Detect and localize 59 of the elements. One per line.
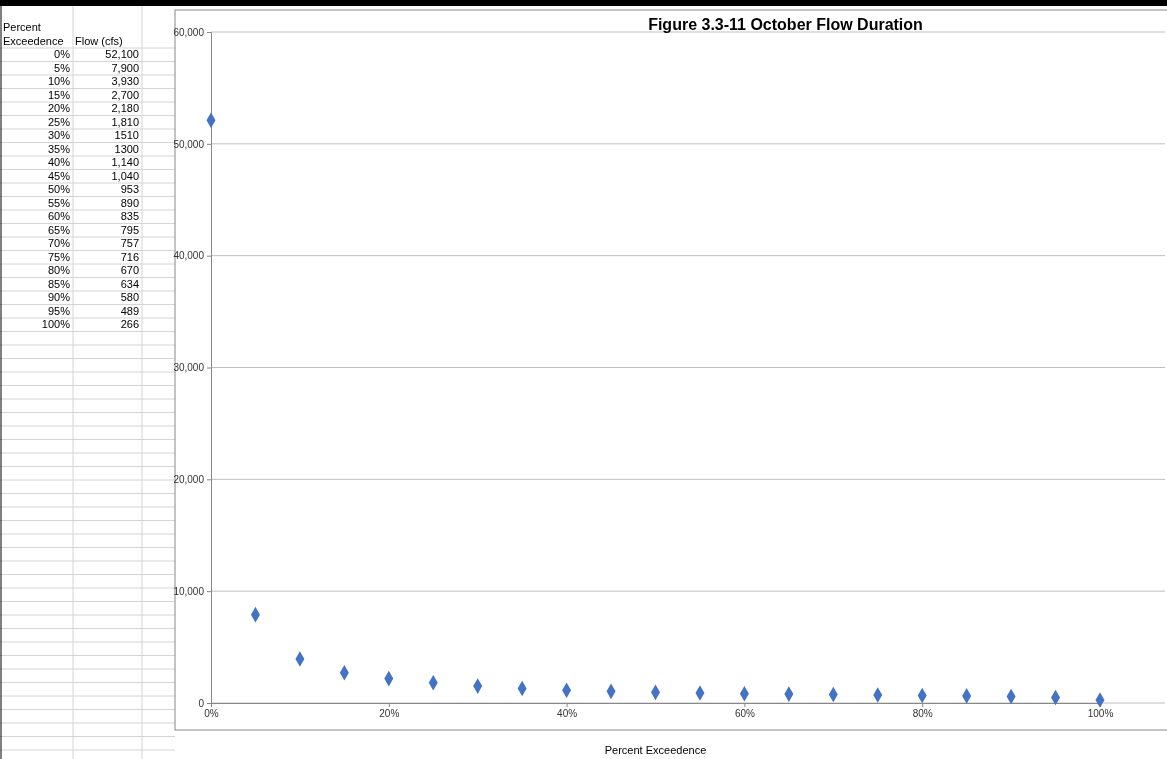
text: 55% [47, 196, 71, 209]
text: 35% [47, 142, 71, 155]
y-tick-label: 20,000 [173, 474, 205, 486]
x-tick-label: 0% [204, 708, 219, 720]
text: 80% [47, 264, 71, 276]
x-tick-label: 100% [1087, 708, 1114, 720]
text: 40% [47, 156, 71, 168]
text: Percent Exceedence [3, 21, 64, 47]
text: 50% [47, 183, 71, 195]
y-tick-label: 30,000 [173, 362, 205, 374]
text: 75% [47, 250, 71, 263]
text: 85% [47, 277, 71, 290]
x-tick-label: 60% [734, 708, 756, 720]
x-tick-label: 80% [912, 708, 933, 720]
chart-title: Figure 3.3-11 October Flow Duration [648, 16, 923, 33]
text: 1,140 [111, 156, 139, 168]
y-tick-label: 40,000 [173, 250, 205, 262]
text: 25% [47, 115, 71, 128]
y-tick-label: 0 [198, 697, 205, 709]
text: 100% [41, 318, 71, 330]
text: 2,700 [111, 88, 139, 101]
text: 266 [120, 318, 139, 330]
y-tick-label: 10,000 [173, 585, 205, 597]
text: 953 [120, 183, 139, 195]
text: 1510 [114, 129, 139, 141]
text: 52,100 [105, 48, 139, 60]
text: 5% [54, 61, 71, 74]
text: 90% [47, 291, 71, 303]
x-axis-title: Percent Exceedence [604, 744, 707, 756]
text: 65% [47, 223, 71, 236]
text: 60% [47, 210, 71, 222]
x-tick-label: 40% [557, 708, 578, 720]
text: 0% [54, 48, 71, 60]
text: 835 [120, 210, 139, 222]
y-tick-label: 60,000 [173, 26, 205, 38]
text: 2,180 [111, 102, 139, 114]
y-tick-label: 50,000 [173, 138, 205, 150]
text: 580 [120, 291, 139, 303]
text: 489 [120, 304, 139, 317]
text: 70% [47, 237, 71, 249]
text: 1,040 [111, 169, 139, 182]
text: 3,930 [111, 75, 139, 87]
text: 15% [47, 88, 71, 101]
x-tick-label: 20% [379, 708, 400, 720]
text: 45% [47, 169, 71, 182]
text: 1300 [114, 142, 139, 155]
text: 7,900 [111, 61, 139, 74]
text: 95% [47, 304, 71, 317]
text: 716 [120, 250, 139, 263]
text: 1,810 [111, 115, 139, 128]
text: 670 [120, 264, 139, 276]
text: 890 [120, 196, 139, 209]
text: 757 [120, 237, 139, 249]
text: 795 [120, 223, 139, 236]
text: 10% [47, 75, 71, 87]
text: 20% [47, 102, 71, 114]
text: 30% [47, 129, 71, 141]
text: 634 [120, 277, 139, 290]
text: Flow (cfs) [75, 35, 123, 47]
